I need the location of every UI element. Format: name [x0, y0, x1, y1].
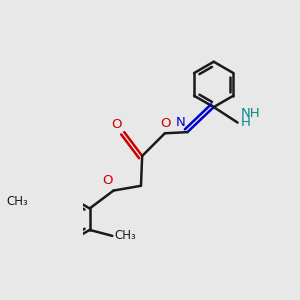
Text: O: O	[111, 118, 122, 131]
Text: H: H	[240, 116, 250, 128]
Text: CH₃: CH₃	[114, 229, 136, 242]
Text: N: N	[176, 116, 186, 129]
Text: O: O	[102, 174, 112, 187]
Text: NH: NH	[240, 107, 260, 120]
Text: CH₃: CH₃	[6, 195, 28, 208]
Text: O: O	[160, 117, 171, 130]
